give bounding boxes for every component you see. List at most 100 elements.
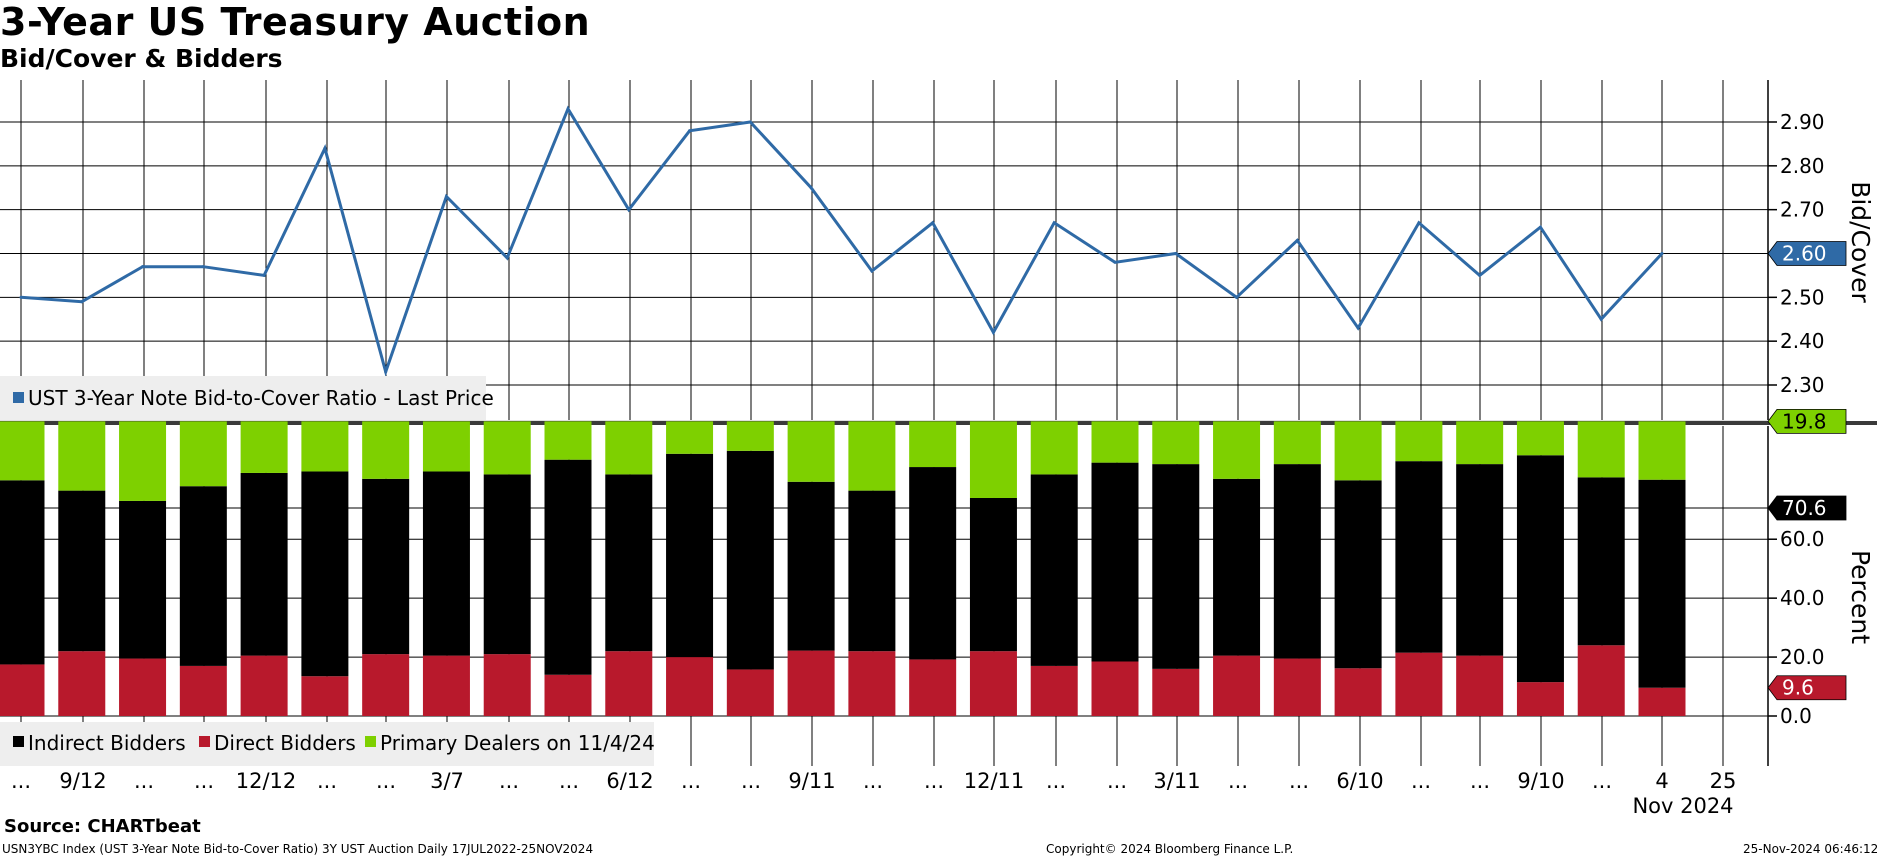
last-value-tag-bidcover-bg bbox=[1767, 241, 1847, 266]
x-tick-label-18: ... bbox=[1107, 769, 1127, 793]
bid-cover-point-0 bbox=[19, 295, 23, 299]
bar-direct-4 bbox=[240, 655, 288, 716]
x-tick-label-7: 3/7 bbox=[430, 769, 464, 793]
bid-cover-point-13 bbox=[809, 186, 813, 190]
top-ytick-label-5: 2.80 bbox=[1780, 154, 1825, 178]
chart-subtitle: Bid/Cover & Bidders bbox=[0, 44, 283, 73]
x-tick-label-27: 4 bbox=[1655, 769, 1668, 793]
top-ytick-label-0: 2.30 bbox=[1780, 373, 1825, 397]
x-tick-label-16: 12/11 bbox=[964, 769, 1025, 793]
bar-primary-5 bbox=[301, 421, 349, 472]
bid-cover-point-11 bbox=[688, 129, 692, 133]
legend-label-direct: Direct Bidders bbox=[214, 731, 356, 755]
last-value-tag-indirect-bg bbox=[1767, 495, 1847, 521]
bar-primary-10 bbox=[605, 421, 653, 475]
bar-primary-19 bbox=[1152, 421, 1200, 465]
bar-primary-2 bbox=[119, 421, 167, 501]
bottom-legend-box bbox=[0, 722, 654, 766]
top-ytick-label-4: 2.70 bbox=[1780, 198, 1825, 222]
bar-primary-3 bbox=[179, 421, 227, 487]
bar-indirect-5 bbox=[301, 471, 349, 677]
x-tick-label-13: 9/11 bbox=[788, 769, 835, 793]
bar-direct-15 bbox=[909, 659, 957, 716]
bid-cover-point-15 bbox=[931, 221, 935, 225]
x-tick-label-14: ... bbox=[863, 769, 883, 793]
bottom-ytick-label-0: 0.0 bbox=[1780, 704, 1812, 728]
bar-primary-15 bbox=[909, 421, 957, 468]
bar-indirect-4 bbox=[240, 472, 288, 656]
bid-cover-point-23 bbox=[1417, 221, 1421, 225]
x-tick-label-26: ... bbox=[1592, 769, 1612, 793]
bid-cover-point-19 bbox=[1174, 252, 1178, 255]
bid-cover-point-12 bbox=[748, 120, 752, 124]
bar-indirect-25 bbox=[1516, 455, 1564, 683]
x-tick-label-25: 9/10 bbox=[1517, 769, 1564, 793]
bar-primary-8 bbox=[483, 421, 531, 475]
legend-label-indirect: Indirect Bidders bbox=[28, 731, 186, 755]
bar-primary-6 bbox=[362, 421, 410, 479]
top-axis-title: Bid/Cover bbox=[1846, 181, 1875, 303]
bottom-ytick-label-1: 20.0 bbox=[1780, 645, 1825, 669]
bar-primary-7 bbox=[422, 421, 470, 472]
bar-indirect-1 bbox=[58, 490, 106, 652]
bar-direct-12 bbox=[726, 669, 774, 716]
top-ytick-label-1: 2.40 bbox=[1780, 329, 1825, 353]
bid-cover-point-2 bbox=[141, 265, 145, 269]
x-tick-label-3: ... bbox=[194, 769, 214, 793]
legend-swatch-primary bbox=[365, 736, 376, 747]
legend-swatch-bidcover bbox=[13, 392, 24, 403]
bar-direct-2 bbox=[119, 658, 167, 716]
bar-indirect-9 bbox=[544, 459, 592, 675]
bar-indirect-23 bbox=[1395, 461, 1443, 653]
bar-direct-8 bbox=[483, 654, 531, 716]
bar-indirect-10 bbox=[605, 474, 653, 652]
bar-indirect-17 bbox=[1030, 474, 1078, 666]
last-value-tag-direct-label: 9.6 bbox=[1782, 676, 1814, 700]
bar-direct-20 bbox=[1213, 655, 1261, 716]
bar-indirect-2 bbox=[119, 500, 167, 659]
legend-swatch-direct bbox=[199, 736, 210, 747]
x-tick-label-12: ... bbox=[741, 769, 761, 793]
bar-primary-21 bbox=[1273, 421, 1321, 465]
x-tick-label-6: ... bbox=[376, 769, 396, 793]
bar-direct-21 bbox=[1273, 658, 1321, 716]
bid-cover-point-21 bbox=[1295, 238, 1299, 242]
x-tick-label-2: ... bbox=[134, 769, 154, 793]
bid-cover-point-18 bbox=[1113, 260, 1117, 264]
x-tick-label-1: 9/12 bbox=[59, 769, 106, 793]
source-label: Source: CHARTbeat bbox=[4, 816, 201, 837]
bar-direct-19 bbox=[1152, 668, 1200, 716]
bid-cover-point-25 bbox=[1538, 225, 1542, 229]
bid-cover-point-20 bbox=[1235, 295, 1239, 299]
bar-indirect-0 bbox=[0, 480, 45, 665]
bar-primary-0 bbox=[0, 421, 45, 481]
bar-primary-26 bbox=[1577, 421, 1625, 478]
bar-indirect-18 bbox=[1091, 462, 1139, 662]
x-tick-label-21: ... bbox=[1289, 769, 1309, 793]
x-tick-label-4: 12/12 bbox=[236, 769, 297, 793]
bar-direct-18 bbox=[1091, 661, 1139, 716]
x-tick-label-8: ... bbox=[499, 769, 519, 793]
bar-indirect-7 bbox=[422, 471, 470, 656]
timestamp: 25-Nov-2024 06:46:12 bbox=[1743, 842, 1877, 856]
series-description: USN3YBC Index (UST 3-Year Note Bid-to-Co… bbox=[2, 842, 594, 856]
x-tick-label-10: 6/12 bbox=[606, 769, 653, 793]
bid-cover-point-17 bbox=[1052, 221, 1056, 225]
bar-indirect-6 bbox=[362, 478, 410, 655]
bar-direct-27 bbox=[1638, 687, 1686, 716]
bar-indirect-14 bbox=[848, 490, 896, 652]
bar-direct-5 bbox=[301, 676, 349, 716]
bottom-ytick-label-3: 60.0 bbox=[1780, 527, 1825, 551]
bar-direct-23 bbox=[1395, 652, 1443, 716]
x-tick-label-19: 3/11 bbox=[1153, 769, 1200, 793]
x-tick-label-5: ... bbox=[317, 769, 337, 793]
bar-direct-0 bbox=[0, 664, 45, 716]
bar-primary-18 bbox=[1091, 421, 1139, 463]
bar-primary-17 bbox=[1030, 421, 1078, 475]
bottom-ytick-label-2: 40.0 bbox=[1780, 586, 1825, 610]
bar-direct-14 bbox=[848, 651, 896, 716]
x-tick-label-28: 25 bbox=[1710, 769, 1737, 793]
bar-direct-24 bbox=[1456, 655, 1504, 716]
bar-indirect-3 bbox=[179, 486, 227, 666]
x-tick-label-20: ... bbox=[1228, 769, 1248, 793]
